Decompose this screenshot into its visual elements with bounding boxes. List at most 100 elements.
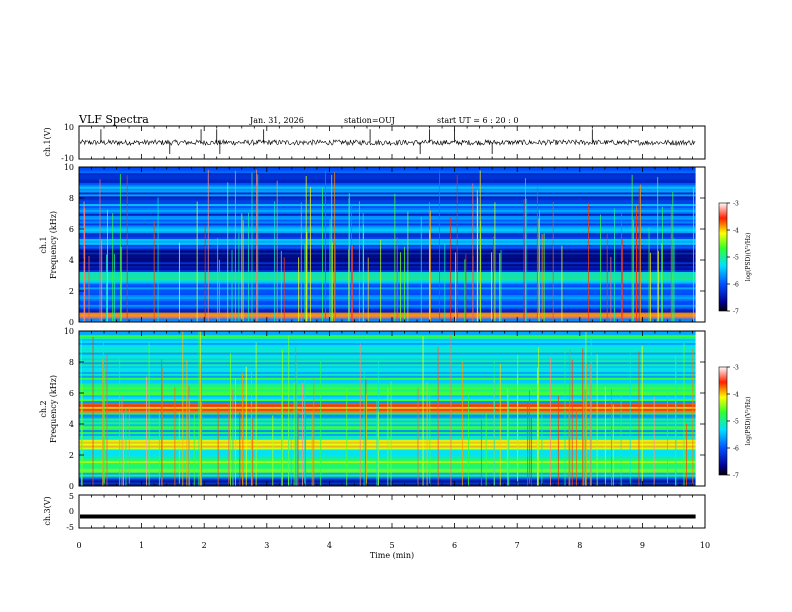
spectrogram-burst: [517, 374, 518, 486]
ch1-ytick-top: 10: [64, 123, 74, 132]
spectrogram-row: [79, 180, 696, 183]
spectrogram-burst: [81, 383, 83, 486]
spectrogram-burst: [230, 353, 231, 486]
spectrogram-row: [79, 431, 696, 434]
spectrogram-burst: [426, 382, 428, 486]
spectrogram-burst: [102, 358, 104, 486]
spectrogram-row: [79, 393, 696, 396]
spectrogram-burst: [465, 253, 467, 322]
spectrogram-burst: [380, 239, 382, 322]
spectrogram-burst: [196, 201, 198, 322]
ch2-colorbar-gradient: [718, 366, 728, 476]
spectrogram-burst: [492, 236, 494, 322]
spectrogram-row: [79, 344, 696, 347]
spectrogram-burst: [201, 401, 203, 486]
spectrogram-row: [79, 468, 696, 471]
spectrogram-row: [79, 336, 696, 340]
spectrogram-burst: [119, 173, 121, 322]
spectrogram-row: [79, 462, 696, 465]
time-axis-label: Time (min): [370, 551, 414, 560]
spectrogram-burst: [256, 169, 258, 322]
spectrogram-row: [79, 238, 696, 241]
spectrogram-burst: [161, 359, 163, 486]
figure-title: VLF Spectra: [78, 113, 149, 126]
spectrogram-row: [79, 275, 696, 278]
spectrogram-burst: [529, 390, 530, 486]
spectrogram-burst: [365, 379, 367, 486]
spectrogram-burst: [638, 188, 640, 322]
spectrogram-burst: [450, 334, 452, 486]
spectrogram-row: [79, 358, 696, 361]
spectrogram-burst: [274, 201, 276, 322]
spectrogram-burst: [146, 376, 148, 486]
spectrogram-row: [79, 424, 696, 427]
spectrogram-burst: [280, 250, 282, 322]
spectrogram-row: [79, 342, 696, 345]
spectrogram-burst: [596, 354, 598, 486]
spectrogram-burst: [661, 243, 663, 322]
spectrogram-burst: [429, 386, 431, 486]
spectrogram-burst: [119, 359, 121, 486]
spectrogram-burst: [377, 411, 379, 486]
time-tick-label: 8: [577, 541, 582, 550]
spectrogram-row: [79, 292, 696, 296]
spectrogram-row: [79, 261, 696, 265]
spectrogram-row: [79, 455, 696, 458]
spectrogram-row: [79, 221, 696, 224]
spectrogram-burst: [178, 411, 180, 486]
spectrogram-row: [79, 346, 696, 349]
spectrogram-burst: [629, 352, 631, 486]
spectrogram-burst: [538, 347, 540, 486]
spectrogram-row: [79, 443, 696, 446]
spectrogram-burst: [366, 394, 367, 486]
spectrogram-burst: [444, 242, 446, 322]
station-label: station=OUJ: [344, 116, 395, 125]
spectrogram-row: [79, 363, 696, 367]
spectrogram-row: [79, 435, 696, 438]
spectrogram-row: [79, 167, 696, 170]
spectrogram-row: [79, 362, 696, 365]
spectrogram-burst: [539, 209, 541, 322]
spectrogram-burst: [304, 378, 306, 486]
spectrogram-row: [79, 394, 696, 398]
spectrogram-row: [79, 389, 696, 392]
spectrogram-burst: [387, 387, 389, 486]
spectrogram-burst: [394, 193, 396, 322]
time-tick-label: 6: [452, 541, 457, 550]
spectrogram-row: [79, 332, 696, 336]
spectrogram-burst: [186, 359, 188, 486]
spectrogram-burst: [429, 210, 431, 322]
spectrogram-burst: [557, 396, 559, 486]
ch3-waveform-xticks: [78, 495, 706, 528]
spectrogram-row: [79, 340, 696, 343]
frequency-tick-label: 0: [69, 318, 74, 327]
ch1-colorbar-label: log(PSD)(V²/Hz): [745, 233, 752, 282]
spectrogram-row: [79, 316, 696, 319]
colorbar-tick-label: -3: [733, 365, 739, 372]
spectrogram-row: [79, 296, 696, 300]
ch1-waveform-ylabel: ch.1(V): [43, 127, 52, 156]
spectrogram-row: [79, 289, 696, 292]
spectrogram-burst: [298, 257, 300, 322]
spectrogram-row: [79, 414, 696, 417]
spectrogram-burst: [480, 419, 482, 486]
spectrogram-row: [79, 236, 696, 239]
spectrogram-row: [79, 277, 696, 280]
spectrogram-row: [79, 170, 696, 174]
ch1-spectrogram-panel: 0 2 4 6 8 10 ch.1 Frequency (kHz): [39, 163, 706, 327]
spectrogram-row: [79, 365, 696, 369]
time-tick-label: 3: [264, 541, 269, 550]
spectrogram-burst: [582, 348, 584, 486]
time-tick-label: 9: [640, 541, 645, 550]
spectrogram-burst: [417, 387, 419, 486]
spectrogram-burst: [610, 389, 612, 486]
spectrogram-row: [79, 373, 696, 376]
spectrogram-burst: [622, 238, 624, 322]
frequency-tick-label: 10: [64, 327, 74, 336]
spectrogram-row: [79, 416, 696, 419]
ch3-ytick-mid: 0: [69, 507, 74, 516]
spectrogram-burst: [376, 399, 378, 486]
spectrogram-burst: [692, 348, 694, 486]
ch1-ytick-bottom: -10: [61, 154, 74, 163]
spectrogram-row: [79, 369, 696, 372]
